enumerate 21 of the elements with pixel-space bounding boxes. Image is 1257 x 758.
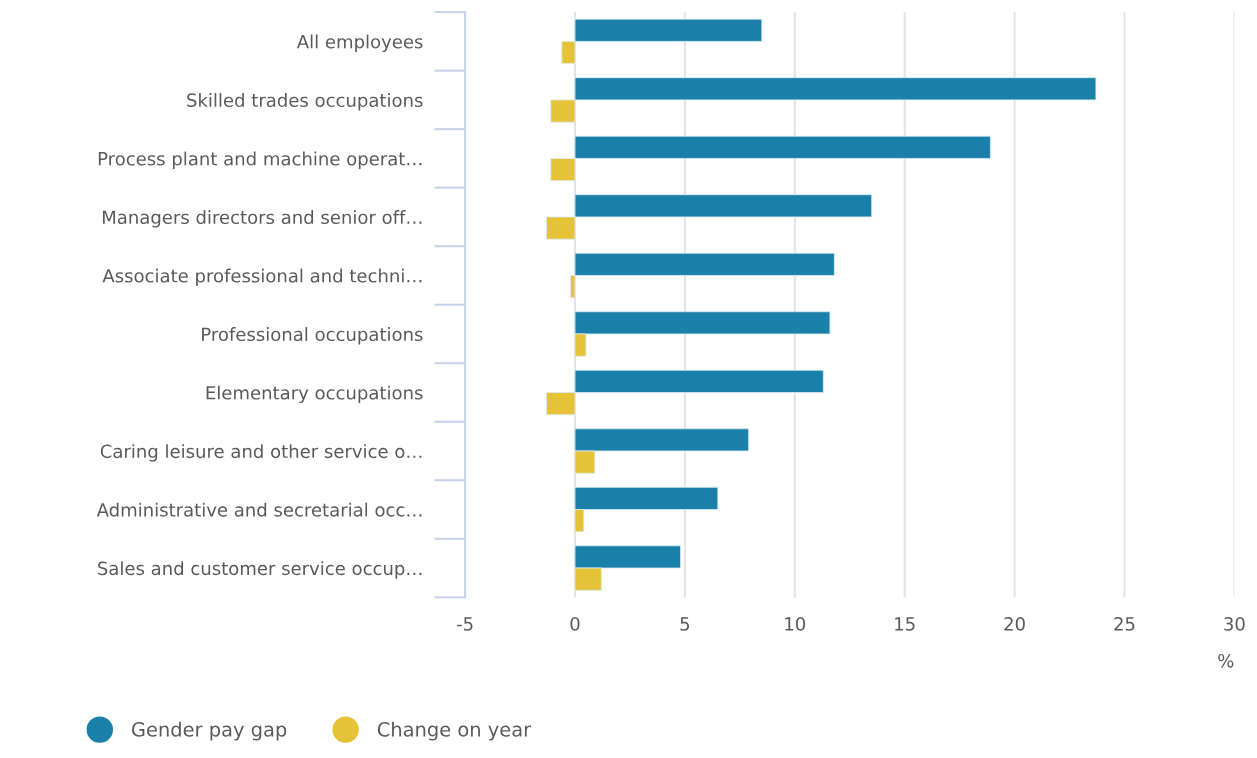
y-tick-label: Managers directors and senior off… [102,210,422,228]
x-tick-label: 20 [1004,617,1025,631]
x-tick-label: 0 [570,617,580,631]
x-tick-label: -5 [456,617,473,631]
x-tick-label: 30 [1224,617,1245,631]
y-tick-label: Process plant and machine operat… [98,151,422,170]
legend-label: Gender pay gap [132,721,287,741]
y-tick-label: All employees [296,34,423,52]
legend-label: Change on year [377,721,532,741]
x-tick-label: 25 [1114,617,1135,631]
y-tick-label: Elementary occupations [206,385,423,404]
y-tick-label: Sales and customer service occup… [98,561,422,579]
y-tick-label: Caring leisure and other service o… [100,444,422,462]
y-tick-label: Skilled trades occupations [187,93,423,111]
x-axis-title: % [1218,653,1234,668]
x-tick-label: 10 [785,617,806,631]
x-tick-label: 5 [680,617,690,631]
y-tick-label: Administrative and secretarial occ… [96,502,422,517]
x-tick-label: 15 [895,617,915,631]
y-tick-label: Associate professional and techni… [102,268,422,287]
y-tick-label: Professional occupations [202,327,423,345]
